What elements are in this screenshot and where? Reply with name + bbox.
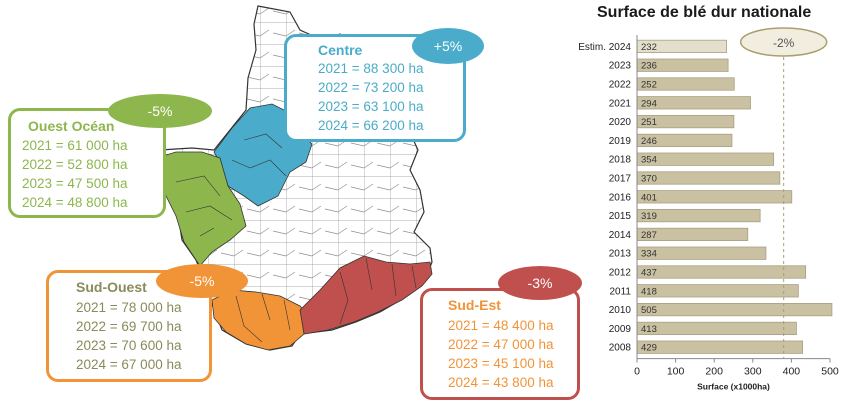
sud-est-line-2021: 2021 = 48 400 ha (448, 318, 554, 333)
x-tick-label: 400 (783, 366, 801, 378)
bar-2012 (636, 265, 807, 279)
ouest-ocean-line-2021: 2021 = 61 000 ha (22, 138, 128, 153)
bar-2018 (636, 152, 775, 166)
sud-ouest-box (46, 270, 212, 382)
sud-ouest-line-2022: 2022 = 69 700 ha (76, 319, 182, 334)
ouest-ocean-line-2022: 2022 = 52 800 ha (22, 157, 128, 172)
trend-annotation-label: -2% (773, 36, 795, 50)
centre-line-2024: 2024 = 66 200 ha (318, 118, 424, 133)
bar-2009 (636, 321, 797, 336)
bar-value-label: 413 (641, 324, 657, 335)
bar-value-label: 246 (641, 136, 657, 147)
x-tick-label: 100 (667, 366, 685, 378)
category-label: 2010 (609, 305, 632, 316)
category-label: 2014 (609, 230, 632, 241)
centre-line-2023: 2023 = 63 100 ha (318, 99, 424, 114)
bar-value-label: 232 (641, 42, 657, 53)
category-label: 2008 (609, 343, 632, 354)
sud-ouest-title: Sud-Ouest (76, 279, 147, 295)
category-label: 2015 (609, 211, 632, 222)
bar-value-label: 437 (641, 268, 657, 279)
sud-est-line-2024: 2024 = 43 800 ha (448, 375, 554, 390)
centre-change-badge: +5% (412, 28, 484, 64)
bar-value-label: 251 (641, 117, 657, 128)
centre-line-2022: 2022 = 73 200 ha (318, 80, 424, 95)
bar-value-label: 334 (641, 249, 657, 260)
bar-value-label: 354 (641, 155, 657, 166)
sud-ouest-line-2021: 2021 = 78 000 ha (76, 300, 182, 315)
ouest-ocean-change-badge: -5% (108, 94, 212, 128)
bar-2008 (636, 340, 803, 354)
ouest-ocean-line-2024: 2024 = 48 800 ha (22, 195, 128, 210)
x-tick-label: 500 (821, 366, 839, 378)
category-label: 2022 (609, 80, 632, 91)
category-label: 2018 (609, 155, 632, 166)
category-label: 2011 (609, 286, 631, 297)
bar-value-label: 370 (641, 174, 657, 185)
sud-ouest-line-2023: 2023 = 70 600 ha (76, 338, 182, 353)
centre-line-2021: 2021 = 88 300 ha (318, 61, 424, 76)
sud-est-region (299, 255, 433, 335)
sud-est-line-2022: 2022 = 47 000 ha (448, 337, 554, 352)
category-label: 2016 (609, 192, 632, 203)
bar-value-label: 401 (641, 192, 657, 203)
bar-value-label: 429 (641, 343, 657, 354)
sud-ouest-change-badge: -5% (156, 264, 248, 298)
x-tick-label: 0 (634, 366, 640, 378)
bar-2011 (636, 284, 799, 298)
sud-ouest-line-2024: 2024 = 67 000 ha (76, 357, 182, 372)
bar-value-label: 319 (641, 211, 657, 222)
x-tick-label: 200 (705, 366, 723, 378)
category-label: 2023 (609, 61, 632, 72)
category-label: 2019 (609, 136, 632, 147)
bar-2017 (636, 171, 781, 185)
category-label: 2013 (609, 249, 632, 260)
sud-est-line-2023: 2023 = 45 100 ha (448, 356, 554, 371)
x-tick-label: 300 (744, 366, 762, 378)
ouest-ocean-title: Ouest Océan (28, 118, 115, 134)
category-label: 2012 (609, 268, 632, 279)
bar-value-label: 236 (641, 61, 657, 72)
bar-value-label: 252 (641, 80, 657, 91)
bar-value-label: 287 (641, 230, 657, 241)
x-axis-title: Surface (x1000ha) (697, 382, 770, 392)
sud-est-change-badge: -3% (498, 266, 582, 300)
category-label: Estim. 2024 (578, 42, 631, 53)
bar-value-label: 418 (641, 286, 657, 297)
sud-est-box (420, 288, 580, 400)
chart-title: Surface de blé dur nationale (597, 4, 812, 21)
category-label: 2017 (609, 174, 632, 185)
trend-annotation-ellipse (739, 27, 828, 57)
bar-2010 (636, 302, 833, 317)
bar-2016 (636, 190, 793, 204)
centre-title: Centre (318, 42, 363, 58)
ouest-ocean-line-2023: 2023 = 47 500 ha (22, 176, 128, 191)
bar-value-label: 505 (641, 305, 657, 316)
category-label: 2021 (609, 98, 632, 109)
bar-value-label: 294 (641, 98, 657, 109)
category-label: 2009 (609, 324, 632, 335)
bar-chart: 232 Estim. 2024 236 2023 252 2022 294 2021 251 20… (578, 27, 839, 392)
category-label: 2020 (609, 117, 632, 128)
sud-est-title: Sud-Est (448, 297, 501, 313)
